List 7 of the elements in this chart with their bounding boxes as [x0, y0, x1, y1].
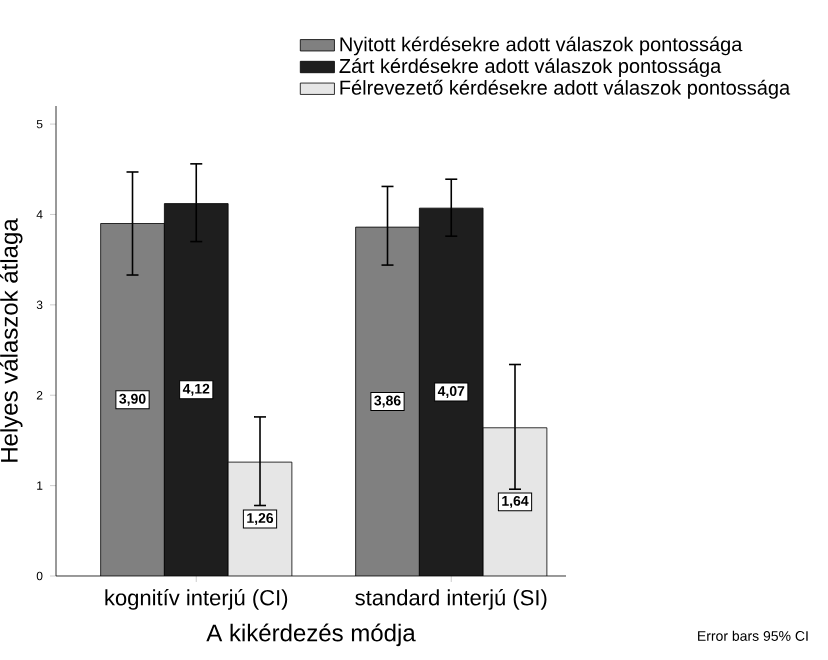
x-tick-label: kognitív interjú (CI) — [105, 589, 288, 610]
y-axis-title: Helyes válaszok átlaga — [0, 218, 23, 462]
legend-label: Nyitott kérdésekre adott válaszok pontossága — [340, 36, 743, 56]
x-axis-title: A kikérdezés módja — [206, 623, 416, 647]
legend-label: Zárt kérdésekre adott válaszok pontossága — [339, 58, 722, 78]
x-tick-label: standard interjú (SI) — [355, 589, 547, 610]
legend-label: Félrevezető kérdésekre adott válaszok pontossága — [340, 79, 791, 99]
